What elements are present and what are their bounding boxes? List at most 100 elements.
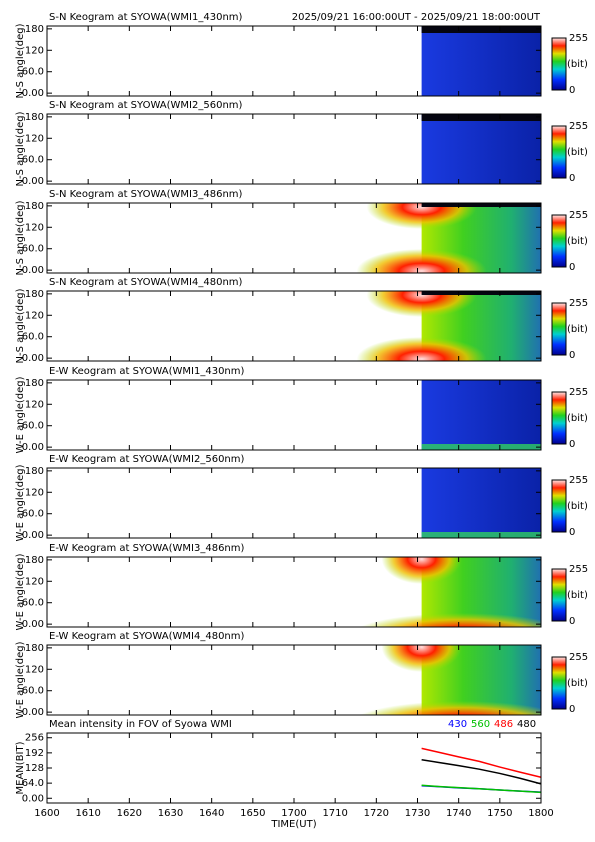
panel-title: E-W Keogram at SYOWA(WMI1_430nm) (49, 366, 245, 377)
colorbar-tick-label: 255 (569, 33, 588, 44)
keogram-image (359, 645, 541, 715)
keogram-bright (356, 337, 487, 361)
colorbar (551, 479, 567, 533)
colorbar (551, 125, 567, 179)
colorbar-tick-label: 255 (569, 210, 588, 221)
colorbar-label: (bit) (567, 590, 588, 601)
plot-frame (46, 732, 542, 804)
keogram-bright (381, 557, 462, 584)
keogram-fill (421, 114, 541, 184)
y-tick-label: 180 (25, 201, 44, 212)
y-tick-label: 60.0 (22, 332, 44, 343)
y-tick-label: 128 (25, 763, 44, 774)
x-tick-label: 1740 (446, 808, 471, 819)
y-tick-label: 120 (25, 487, 44, 498)
colorbar-tick-label: 255 (569, 387, 588, 398)
colorbar-tick-label: 0 (569, 350, 575, 361)
legend-label: 430 (448, 719, 467, 730)
panel-title: S-N Keogram at SYOWA(WMI2_560nm) (49, 100, 243, 111)
keogram-bright (366, 291, 477, 317)
y-axis-label: W-E angle(deg) (15, 376, 26, 453)
y-tick-label: 120 (25, 310, 44, 321)
x-tick-label: 1640 (199, 808, 224, 819)
colorbar-tick-label: 255 (569, 652, 588, 663)
colorbar (551, 568, 567, 622)
x-tick-label: 1730 (405, 808, 430, 819)
keogram-fill (421, 380, 541, 450)
colorbar-tick-label: 0 (569, 439, 575, 450)
x-tick-label: 1650 (240, 808, 265, 819)
colorbar-label: (bit) (567, 147, 588, 158)
y-tick-label: 120 (25, 222, 44, 233)
x-tick-label: 1720 (364, 808, 389, 819)
colorbar-tick-label: 0 (569, 262, 575, 273)
y-axis-label: W-E angle(deg) (15, 641, 26, 718)
y-axis-label: N-S angle(deg) (15, 23, 26, 98)
colorbar (551, 302, 567, 356)
keogram-bright (359, 701, 541, 715)
x-tick-label: 1610 (75, 808, 100, 819)
keogram-image (421, 468, 541, 538)
keogram-edge (421, 532, 541, 538)
keogram-edge (421, 26, 541, 33)
x-axis-label: TIME(UT) (270, 819, 316, 830)
line (421, 747, 542, 778)
y-tick-label: 120 (25, 664, 44, 675)
colorbar-tick-label: 255 (569, 564, 588, 575)
x-tick-label: 1800 (528, 808, 553, 819)
y-tick-label: 0.00 (22, 530, 44, 541)
panel-title: E-W Keogram at SYOWA(WMI3_486nm) (49, 543, 245, 554)
keogram-image (356, 203, 541, 273)
y-tick-label: 192 (25, 748, 44, 759)
y-tick-label: 60.0 (22, 686, 44, 697)
legend-label: 486 (494, 719, 513, 730)
colorbar-tick-label: 255 (569, 298, 588, 309)
keogram-image (421, 380, 541, 450)
y-axis-label: N-S angle(deg) (15, 288, 26, 363)
panel-subtitle: 2025/09/21 16:00:00UT - 2025/09/21 18:00… (292, 12, 541, 23)
colorbar-tick-label: 255 (569, 475, 588, 486)
colorbar (551, 656, 567, 710)
y-tick-label: 180 (25, 378, 44, 389)
y-tick-label: 60.0 (22, 244, 44, 255)
keogram-fill (421, 26, 541, 96)
panel-title: S-N Keogram at SYOWA(WMI1_430nm) (49, 12, 243, 23)
keogram-edge (421, 114, 541, 121)
x-tick-label: 1700 (281, 808, 306, 819)
keogram-bright (356, 249, 487, 273)
y-tick-label: 180 (25, 555, 44, 566)
keogram-image (421, 26, 541, 96)
colorbar (551, 37, 567, 91)
x-tick-label: 1710 (322, 808, 347, 819)
y-tick-label: 256 (25, 733, 44, 744)
keogram-edge (421, 291, 541, 295)
colorbar-label: (bit) (567, 59, 588, 70)
x-tick-label: 1630 (158, 808, 183, 819)
y-axis-label: N-S angle(deg) (15, 200, 26, 275)
colorbar-label: (bit) (567, 678, 588, 689)
y-tick-label: 120 (25, 399, 44, 410)
y-tick-label: 180 (25, 112, 44, 123)
colorbar-tick-label: 0 (569, 704, 575, 715)
y-tick-label: 64.0 (22, 778, 44, 789)
panel-title: E-W Keogram at SYOWA(WMI4_480nm) (49, 631, 245, 642)
colorbar-tick-label: 255 (569, 121, 588, 132)
y-tick-label: 0.00 (22, 88, 44, 99)
panel-title: Mean intensity in FOV of Syowa WMI (49, 719, 232, 730)
colorbar-tick-label: 0 (569, 173, 575, 184)
y-tick-label: 180 (25, 24, 44, 35)
y-axis-label: N-S angle(deg) (15, 111, 26, 186)
keogram-image (421, 114, 541, 184)
colorbar-tick-label: 0 (569, 616, 575, 627)
y-tick-label: 60.0 (22, 509, 44, 520)
y-tick-label: 120 (25, 133, 44, 144)
y-tick-label: 180 (25, 643, 44, 654)
x-tick-label: 1620 (117, 808, 142, 819)
line (421, 784, 542, 794)
y-tick-label: 0.00 (22, 442, 44, 453)
x-tick-label: 1750 (487, 808, 512, 819)
y-tick-label: 60.0 (22, 155, 44, 166)
colorbar (551, 391, 567, 445)
colorbar-label: (bit) (567, 501, 588, 512)
